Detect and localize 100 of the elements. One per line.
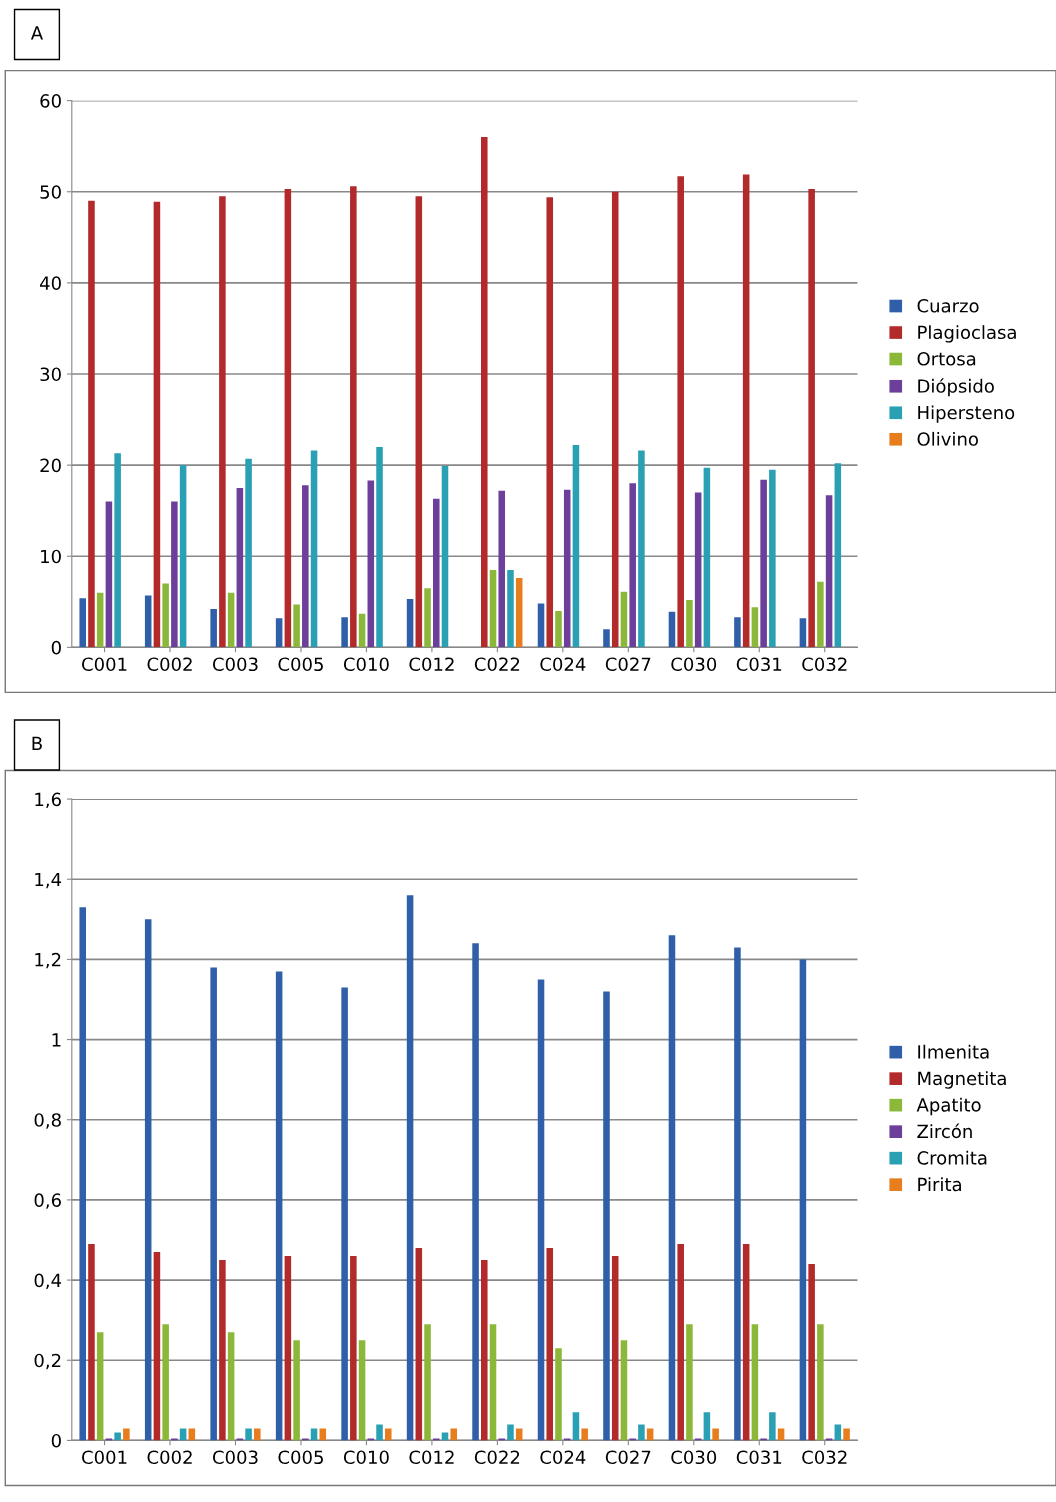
bar (406, 895, 414, 1441)
bar (507, 569, 514, 648)
bar (236, 1438, 244, 1441)
bar (555, 1348, 562, 1441)
bar (825, 1438, 833, 1441)
x-tick-label: C012 (409, 1450, 454, 1465)
y-tick-label: 0 (51, 1433, 61, 1448)
y-tick-label: 1,6 (35, 792, 61, 809)
y-tick-label: 50 (40, 185, 61, 199)
bar (236, 487, 244, 648)
y-tick-label: 10 (41, 549, 61, 564)
bar (284, 1256, 292, 1441)
legend-label: Diópsido (918, 378, 994, 397)
bar (171, 501, 178, 648)
bar (834, 463, 842, 648)
bar (537, 979, 545, 1441)
bar (751, 1324, 759, 1441)
x-tick-label: C012 (409, 657, 454, 672)
x-tick-label: C005 (278, 657, 323, 672)
bar (498, 490, 506, 648)
bar (537, 603, 545, 648)
bar (777, 1428, 785, 1441)
bar (668, 611, 676, 648)
x-tick-label: C027 (605, 1450, 651, 1465)
bar (358, 613, 366, 648)
bar (515, 1428, 523, 1441)
bar (153, 1252, 161, 1441)
y-tick-label: 0,6 (34, 1193, 61, 1209)
legend-label: Cuarzo (917, 298, 979, 313)
bar (668, 935, 676, 1441)
bar (341, 987, 348, 1441)
bar (546, 197, 554, 648)
bar (105, 501, 113, 648)
bar (79, 598, 86, 648)
bar (79, 907, 86, 1441)
bar (481, 1260, 488, 1441)
bar (376, 446, 383, 648)
bar (751, 607, 759, 648)
bar (424, 588, 431, 648)
bar (210, 609, 217, 648)
y-tick-label: 30 (40, 367, 61, 382)
bar (254, 1428, 261, 1441)
bar (219, 196, 226, 648)
legend-label: Ortosa (917, 351, 976, 366)
y-tick-label: 1,4 (35, 872, 62, 889)
bar (367, 1438, 375, 1441)
bar (734, 617, 741, 648)
legend-label: Hipersteno (918, 405, 1015, 423)
bar (415, 196, 423, 648)
y-tick-label: 60 (40, 94, 61, 108)
x-tick-label: C002 (147, 1450, 192, 1465)
bar (507, 1424, 514, 1441)
bar (686, 599, 693, 648)
bar (96, 592, 104, 648)
x-tick-label: C003 (212, 657, 258, 672)
legend-label: Plagioclasa (918, 325, 1016, 343)
bar (742, 1244, 750, 1441)
bar (358, 1340, 366, 1441)
bar (677, 176, 684, 648)
bar (760, 479, 767, 648)
bar (144, 595, 152, 648)
bar (179, 1428, 187, 1441)
bar (144, 919, 152, 1441)
bar (489, 1324, 497, 1441)
bar (162, 1324, 169, 1441)
bar (620, 1340, 628, 1441)
bar (188, 1428, 196, 1441)
x-tick-label: C031 (736, 1450, 782, 1465)
bar (769, 469, 776, 648)
bar (515, 578, 523, 648)
y-tick-label: 0,2 (34, 1353, 61, 1370)
bar (341, 617, 348, 648)
bar (563, 1438, 571, 1441)
bar (581, 1428, 588, 1441)
bar (433, 1438, 440, 1441)
legend-label: Magnetita (918, 1071, 1006, 1089)
bar (734, 947, 741, 1441)
bar (367, 480, 375, 648)
bar (350, 1256, 357, 1441)
bar (302, 1438, 309, 1441)
bar (603, 991, 610, 1441)
x-tick-label: C032 (802, 1450, 847, 1465)
bar (742, 174, 750, 648)
legend-label: Cromita (917, 1150, 987, 1165)
bar (603, 629, 610, 648)
bar (694, 492, 702, 648)
bar (123, 1428, 130, 1441)
bar (275, 971, 283, 1441)
bar (310, 450, 318, 648)
bar (293, 604, 300, 648)
x-tick-label: C001 (82, 657, 127, 672)
chart-title: B (32, 736, 42, 750)
x-tick-label: C030 (671, 1450, 717, 1465)
bar (210, 967, 217, 1441)
bar (424, 1324, 431, 1441)
bar (817, 1324, 824, 1441)
bar (760, 1438, 767, 1441)
y-tick-label: 20 (40, 458, 61, 473)
bar (629, 483, 636, 648)
bar (572, 445, 580, 648)
